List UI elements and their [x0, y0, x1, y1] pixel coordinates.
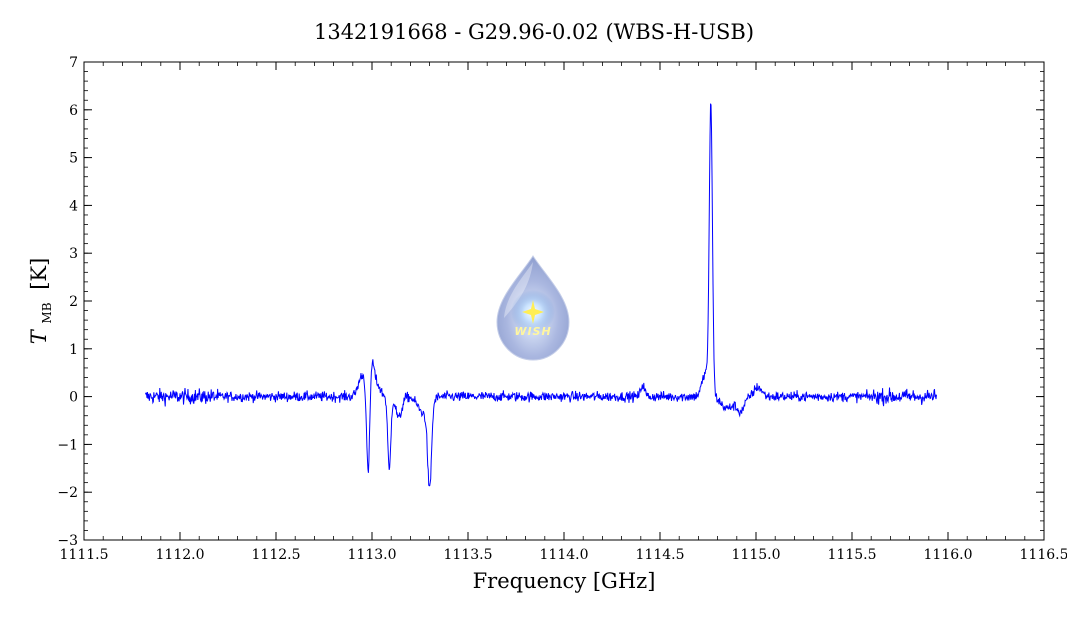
x-tick-label: 1112.0	[156, 547, 205, 563]
y-tick-label: 2	[69, 294, 78, 310]
x-tick-label: 1113.0	[348, 547, 397, 563]
y-tick-label: 4	[69, 198, 78, 214]
y-axis-label: T MB [K]	[27, 258, 56, 345]
y-axis-label-sub: MB	[40, 302, 54, 323]
y-tick-label: 5	[69, 151, 78, 167]
x-tick-label: 1112.5	[252, 547, 301, 563]
svg-text:T MB [K]: T MB [K]	[27, 258, 56, 345]
logo-text: WISH	[514, 325, 551, 338]
x-tick-label: 1114.0	[540, 547, 589, 563]
x-tick-label: 1116.5	[1020, 547, 1067, 563]
y-tick-label: −2	[57, 485, 78, 501]
chart-title: 1342191668 - G29.96-0.02 (WBS-H-USB)	[314, 20, 754, 44]
y-tick-label: 6	[69, 103, 78, 119]
x-tick-label: 1115.5	[828, 547, 877, 563]
spectrum-line	[144, 103, 937, 487]
x-axis-label: Frequency [GHz]	[473, 569, 656, 593]
wish-logo: WISH	[496, 255, 570, 361]
y-tick-label: −3	[57, 533, 78, 549]
star-icon	[522, 300, 544, 324]
x-tick-label: 1116.0	[924, 547, 973, 563]
x-tick-label: 1115.0	[732, 547, 781, 563]
y-tick-label: −1	[57, 437, 78, 453]
y-axis: −3 −2 −1 0 1 2 3 4 5 6 7	[57, 55, 1044, 549]
y-tick-label: 3	[69, 246, 78, 262]
y-tick-label: 0	[69, 390, 78, 406]
x-axis: 1111.5 1112.0 1112.5 1113.0 1113.5 1114.0 1114…	[60, 62, 1067, 563]
y-tick-label: 1	[69, 342, 78, 358]
x-tick-label: 1113.5	[444, 547, 493, 563]
x-tick-label: 1111.5	[60, 547, 109, 563]
y-tick-label: 7	[69, 55, 78, 71]
y-axis-label-main: T	[27, 328, 51, 344]
x-tick-label: 1114.5	[636, 547, 685, 563]
y-axis-label-unit: [K]	[27, 258, 51, 290]
plot-area	[144, 103, 937, 487]
